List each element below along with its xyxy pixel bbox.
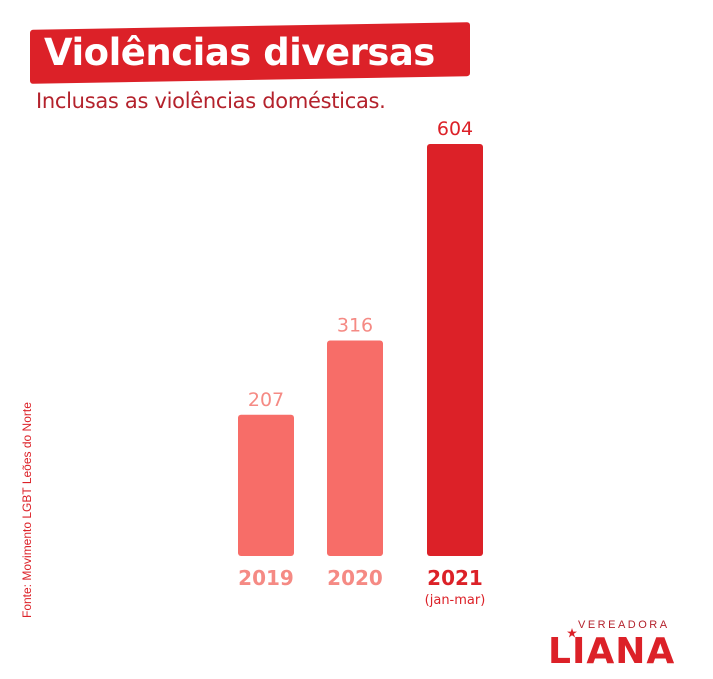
value-label-2020: 316 [337, 314, 373, 336]
value-label-2019: 207 [248, 389, 284, 411]
logo-subtitle: VEREADORA [578, 619, 670, 631]
chart-subtitle: Inclusas as violências domésticas. [36, 89, 386, 113]
bar-2021 [427, 144, 483, 556]
bar-2020 [327, 340, 383, 556]
chart-title: Violências diversas [44, 31, 435, 74]
category-label-2019: 2019 [238, 566, 294, 590]
category-note-2021: (jan-mar) [425, 593, 486, 608]
bar-2019 [238, 414, 294, 556]
category-label-2021: 2021 [427, 566, 483, 590]
logo-name: LIANA [548, 631, 676, 672]
value-label-2021: 604 [437, 118, 473, 140]
source-note: Fonte: Movimento LGBT Leões do Norte [20, 402, 34, 618]
brand-logo: VEREADORA LIANA [548, 618, 678, 678]
category-label-2020: 2020 [327, 566, 383, 590]
star-icon [567, 628, 577, 638]
